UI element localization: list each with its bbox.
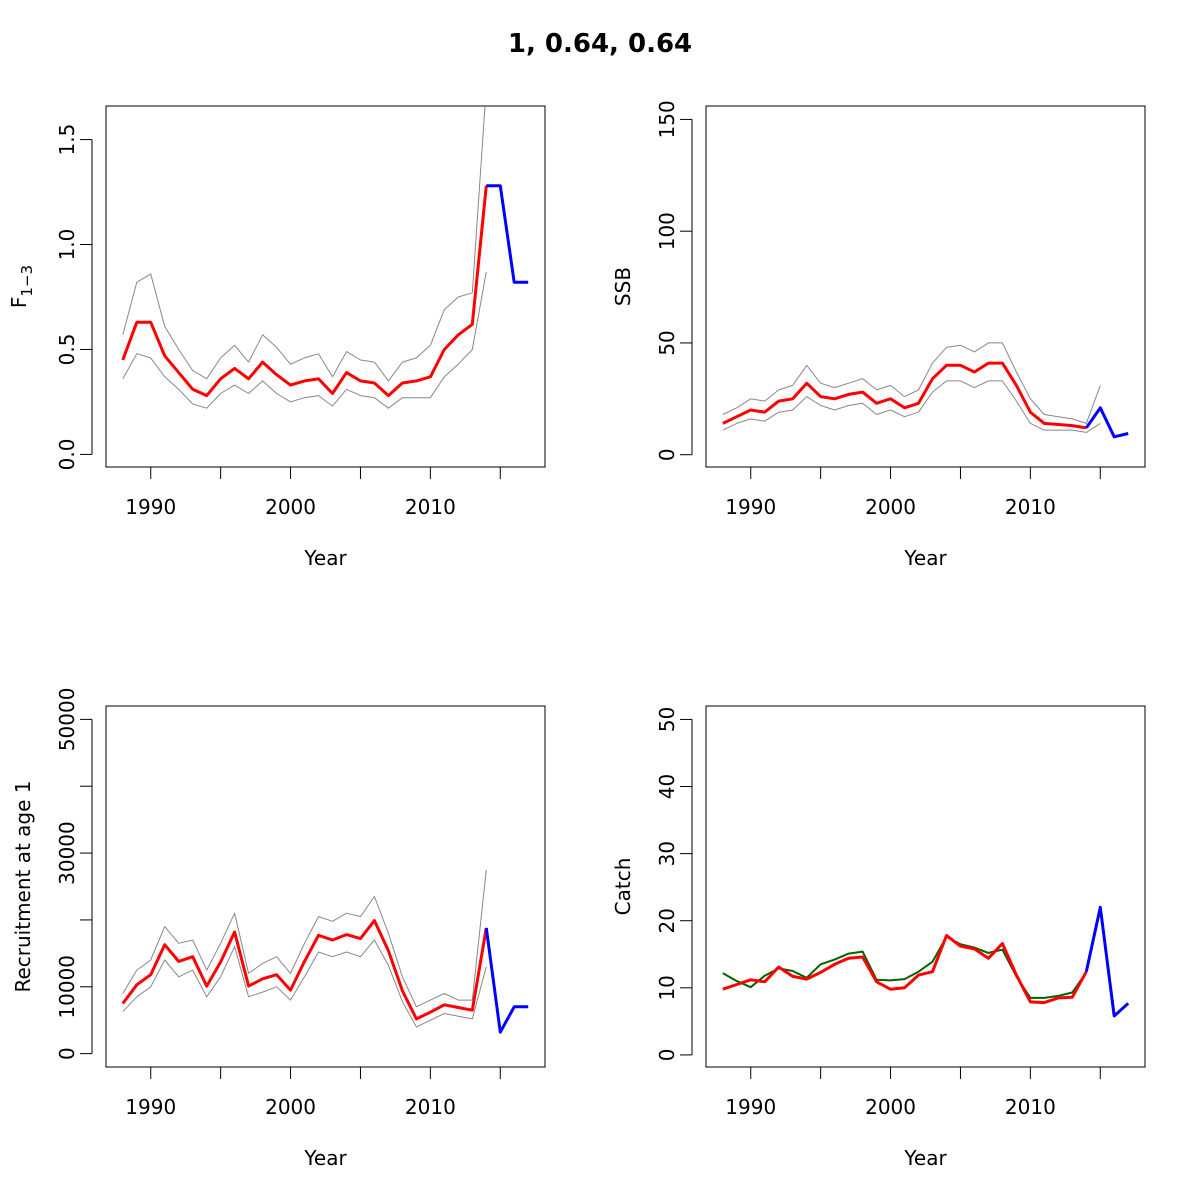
- ssb-y-tick-label-50: 50: [655, 330, 679, 355]
- ssb-series-lower: [722, 380, 1101, 433]
- catch-y-tick-label-10: 10: [655, 975, 679, 1000]
- ssb-y-axis-title: SSB: [611, 267, 635, 306]
- recruitment-y-axis-title-group: Recruitment at age 1: [11, 780, 35, 992]
- ssb-y-tick-label-100: 100: [655, 212, 679, 250]
- f-series-group: [121, 106, 529, 409]
- f-x-axis-title: Year: [303, 546, 347, 570]
- f-y-tick-label-1-5: 1.5: [55, 124, 79, 156]
- recruitment-x-axis-title: Year: [303, 1146, 347, 1170]
- catch-y-axis-title: Catch: [611, 858, 635, 916]
- recruitment-x-tick-label-2000: 2000: [265, 1095, 316, 1119]
- catch-x-tick-label-2010: 2010: [1005, 1095, 1056, 1119]
- f-y-axis-title: F1−3: [7, 265, 36, 308]
- ssb-x-tick-label-2000: 2000: [865, 495, 916, 519]
- recruitment-y-tick-label-50000: 50000: [55, 688, 79, 752]
- ssb-x-tick-label-2010: 2010: [1005, 495, 1056, 519]
- recruitment-plot-frame: [105, 705, 546, 1068]
- panel-ssb: 1990 2000 2010 0 50 100 150 Year SSB: [611, 100, 1146, 570]
- recruitment-series-estimate: [121, 919, 488, 1021]
- ssb-x-axis-title: Year: [903, 546, 947, 570]
- panel-f: 1990 2000 2010 0.0 0.5 1.0 1.5 Year F1−3: [7, 105, 546, 570]
- f-series-projection: [486, 184, 529, 284]
- catch-x-axis-title: Year: [903, 1146, 947, 1170]
- f-y-axis-title-group: F1−3: [7, 265, 36, 308]
- recruitment-y-axis-title-main: Recruitment at age 1: [11, 780, 35, 992]
- ssb-x-tick-label-1990: 1990: [725, 495, 776, 519]
- panel-recruitment: 1990 2000 2010 0 10000 30000 50000 Year Recruitm…: [11, 688, 546, 1170]
- ssb-y-axis-title-group: SSB: [611, 267, 635, 306]
- catch-series-projection: [1084, 905, 1130, 1018]
- ssb-plot-frame: [705, 105, 1146, 468]
- f-y-tick-label-0-0: 0.0: [55, 439, 79, 471]
- ssb-y-axis-title-main: SSB: [611, 267, 635, 306]
- f-y-axis-title-subscript: 1−3: [18, 265, 36, 297]
- ssb-y-tick-label-0: 0: [655, 448, 679, 461]
- f-series-lower: [122, 271, 487, 409]
- recruitment-x-tick-label-2010: 2010: [405, 1095, 456, 1119]
- ssb-series-group: [722, 342, 1129, 439]
- catch-y-axis-title-main: Catch: [611, 858, 635, 916]
- catch-y-tick-label-30: 30: [655, 841, 679, 866]
- catch-series-estimate: [722, 934, 1088, 1005]
- catch-series-group: [722, 905, 1130, 1018]
- catch-y-tick-label-40: 40: [655, 774, 679, 799]
- f-plot-frame: [105, 105, 546, 468]
- recruitment-x-tick-label-1990: 1990: [125, 1095, 176, 1119]
- catch-y-tick-label-0: 0: [655, 1049, 679, 1062]
- catch-x-tick-label-2000: 2000: [865, 1095, 916, 1119]
- f-series-estimate: [121, 185, 488, 398]
- recruitment-series-lower: [122, 939, 487, 1028]
- f-x-tick-label-2000: 2000: [265, 495, 316, 519]
- ssb-series-estimate: [722, 361, 1087, 430]
- figure-title: 1, 0.64, 0.64: [508, 29, 692, 59]
- f-x-tick-label-1990: 1990: [125, 495, 176, 519]
- f-y-tick-label-1-0: 1.0: [55, 229, 79, 261]
- recruitment-series-upper: [122, 869, 487, 1008]
- recruitment-series-projection: [484, 927, 529, 1034]
- catch-plot-frame: [705, 705, 1146, 1068]
- recruitment-y-tick-label-10000: 10000: [55, 955, 79, 1019]
- f-x-tick-label-2010: 2010: [405, 495, 456, 519]
- catch-x-tick-label-1990: 1990: [725, 1095, 776, 1119]
- f-y-axis-title-main: F: [7, 297, 31, 309]
- ssb-series-projection: [1085, 406, 1129, 439]
- catch-y-axis-title-group: Catch: [611, 858, 635, 916]
- ssb-y-tick-label-150: 150: [655, 100, 679, 138]
- f-series-upper: [122, 106, 486, 382]
- recruitment-y-axis-title: Recruitment at age 1: [11, 780, 35, 992]
- catch-y-tick-label-20: 20: [655, 908, 679, 933]
- recruitment-series-group: [121, 869, 529, 1034]
- recruitment-y-tick-label-0: 0: [55, 1047, 79, 1060]
- ssb-series-upper: [722, 342, 1101, 424]
- recruitment-y-tick-label-30000: 30000: [55, 821, 79, 885]
- panel-catch: 1990 2000 2010 0 10 20 30 40 50 Year Catch: [611, 705, 1146, 1170]
- f-y-tick-label-0-5: 0.5: [55, 334, 79, 366]
- catch-y-tick-label-50: 50: [655, 707, 679, 732]
